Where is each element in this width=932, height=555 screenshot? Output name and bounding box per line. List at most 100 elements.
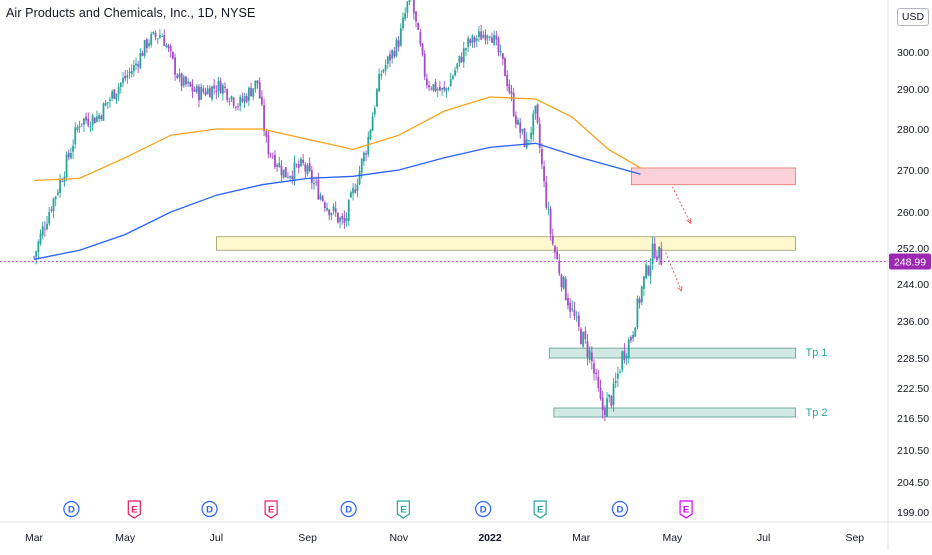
event-letter: E (268, 505, 274, 516)
earnings-marker[interactable] (396, 500, 410, 519)
candle-body (291, 175, 294, 180)
x-tick-label: Jul (757, 532, 770, 544)
earnings-marker[interactable] (127, 500, 141, 519)
earnings-marker[interactable] (264, 500, 278, 519)
dividend-marker[interactable] (201, 500, 218, 518)
candle-body (317, 180, 320, 200)
candle-body (46, 223, 48, 230)
candle-body (56, 192, 59, 195)
y-tick-label: 252.00 (897, 243, 929, 255)
candle-body (404, 13, 407, 20)
candle-body (538, 123, 541, 148)
candle-body (549, 208, 552, 234)
zone-target[interactable] (553, 407, 796, 418)
candle-body (276, 164, 279, 167)
x-tick-label: May (115, 532, 136, 544)
earnings-marker[interactable] (533, 500, 547, 519)
candle-body (256, 80, 259, 84)
candle-body (265, 131, 268, 137)
candle-body (178, 73, 181, 78)
candle-body (554, 246, 556, 253)
candle-body (113, 89, 116, 99)
zone-target[interactable] (548, 347, 796, 359)
candle-body (185, 76, 187, 85)
candle-body (445, 88, 448, 92)
candle-body (462, 48, 465, 63)
ma-line-slow (33, 142, 641, 260)
dividend-marker[interactable] (340, 500, 357, 518)
candle-body (582, 332, 585, 347)
last-price-tag (889, 253, 931, 270)
candle-body (389, 54, 391, 61)
candle-body (35, 251, 38, 258)
candle-body (452, 76, 454, 79)
zone-resistance[interactable] (630, 167, 796, 186)
candle-body (193, 89, 196, 92)
candle-body (328, 209, 331, 216)
candle-body (649, 265, 652, 277)
candle-body (339, 217, 341, 222)
candle-body (158, 35, 161, 39)
candle-body (562, 277, 565, 289)
candle-body (599, 387, 602, 399)
candle-body (564, 278, 567, 301)
candle-body (156, 38, 159, 40)
zone-pivot[interactable] (215, 236, 796, 251)
candle-body (593, 363, 595, 374)
candle-body (48, 212, 51, 224)
candle-body (469, 39, 472, 44)
candle-body (432, 84, 435, 91)
candle-body (438, 86, 441, 91)
candle-body (148, 43, 150, 47)
candle-body (612, 383, 615, 405)
candle-body (499, 51, 502, 53)
candle-body (640, 286, 643, 303)
candle-body (343, 217, 346, 223)
candle-body (645, 264, 647, 279)
candle-body (601, 397, 604, 411)
candle-body (575, 316, 578, 318)
candle-body (556, 251, 559, 260)
candle-body (363, 152, 365, 162)
earnings-marker[interactable] (679, 500, 693, 519)
candle-body (161, 35, 163, 37)
candle-body (436, 89, 439, 90)
candle-body (491, 37, 493, 43)
chart-title: Air Products and Chemicals, Inc., 1D, NY… (6, 6, 256, 20)
candle-body (54, 196, 57, 200)
candle-body (527, 140, 530, 142)
x-tick-label: Mar (572, 532, 591, 544)
candle-body (106, 102, 109, 104)
candle-body (345, 218, 348, 221)
candle-body (603, 408, 606, 416)
candle-body (250, 87, 252, 97)
candle-body (530, 132, 532, 139)
candle-body (319, 195, 322, 200)
candle-body (169, 46, 172, 52)
dividend-marker[interactable] (611, 500, 629, 518)
x-tick-label: Sep (298, 532, 317, 544)
candle-body (347, 199, 350, 221)
candle-body (180, 73, 183, 87)
candle-body (595, 372, 598, 374)
y-tick-label: 199.00 (897, 507, 929, 519)
projection-arrowhead (677, 285, 683, 292)
candle-body (458, 55, 461, 63)
candle-body (271, 156, 274, 158)
candle-body (85, 116, 87, 121)
dividend-marker[interactable] (63, 500, 80, 518)
x-tick-label: Mar (25, 532, 44, 544)
candle-body (39, 233, 42, 244)
ma-line-fast (33, 96, 641, 182)
y-tick-label: 228.50 (897, 353, 929, 365)
dividend-marker[interactable] (475, 500, 492, 518)
currency-button[interactable]: USD (897, 8, 929, 26)
candle-body (300, 158, 302, 166)
candle-body (406, 1, 409, 13)
candle-body (98, 115, 101, 119)
candle-body (597, 376, 600, 389)
y-tick-label: 244.00 (897, 279, 929, 291)
event-letter: E (131, 505, 137, 516)
candle-body (512, 93, 515, 116)
